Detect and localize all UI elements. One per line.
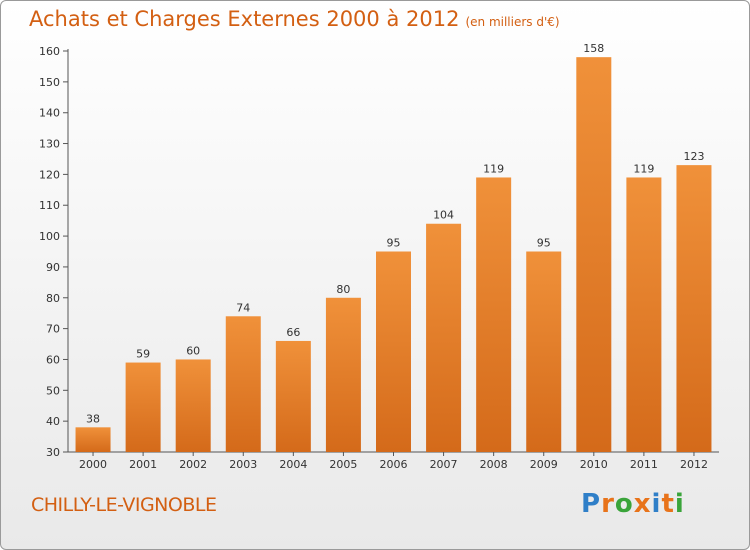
bar-value-label: 59 [136,348,150,361]
y-tick-label: 130 [39,138,60,151]
bar-value-label: 80 [336,283,350,296]
bar [125,362,161,452]
bar-value-label: 123 [683,150,704,163]
x-tick-label: 2001 [129,458,157,471]
x-tick-label: 2004 [279,458,307,471]
bar-value-label: 74 [236,301,250,314]
x-tick-label: 2011 [630,458,658,471]
x-tick-label: 2008 [480,458,508,471]
bar-value-label: 158 [583,42,604,55]
y-tick-label: 80 [46,292,60,305]
bar [175,359,211,452]
bar-value-label: 66 [286,326,300,339]
y-tick-label: 140 [39,107,60,120]
x-tick-label: 2010 [580,458,608,471]
logo-letter: i [651,489,662,519]
y-tick-label: 70 [46,323,60,336]
bar-value-label: 104 [433,209,454,222]
y-tick-label: 120 [39,168,60,181]
bar-value-label: 95 [537,237,551,250]
x-tick-label: 2009 [530,458,558,471]
proxiti-logo: Proxiti [581,489,685,519]
bar [526,251,562,452]
place-name: CHILLY-LE-VIGNOBLE [31,494,217,516]
x-tick-label: 2003 [229,458,257,471]
y-tick-label: 100 [39,230,60,243]
x-tick-label: 2000 [79,458,107,471]
bar-value-label: 119 [483,162,504,175]
bar-value-label: 38 [86,412,100,425]
logo-letter: o [614,489,634,519]
bar [476,177,512,452]
chart-subtitle: (en milliers d'€) [465,15,560,29]
bar-value-label: 95 [387,237,401,250]
logo-letter: r [601,489,615,519]
bar [576,57,612,453]
y-tick-label: 60 [46,353,60,366]
x-tick-label: 2005 [329,458,357,471]
y-tick-label: 50 [46,384,60,397]
x-tick-label: 2012 [680,458,708,471]
bar-value-label: 119 [633,162,654,175]
bar [75,427,111,452]
logo-letter: i [674,489,685,519]
y-tick-label: 160 [39,45,60,58]
bar [676,165,712,452]
x-tick-label: 2002 [179,458,207,471]
y-tick-label: 110 [39,199,60,212]
x-tick-label: 2007 [430,458,458,471]
bar [626,177,662,452]
y-tick-label: 150 [39,76,60,89]
y-tick-label: 30 [46,446,60,459]
x-tick-label: 2006 [380,458,408,471]
logo-letter: x [633,489,652,519]
y-tick-label: 40 [46,415,60,428]
y-tick-label: 90 [46,261,60,274]
logo-letter: P [581,489,602,519]
bar [325,297,361,452]
bar [225,316,261,452]
logo-letter: t [661,489,675,519]
bar-value-label: 60 [186,344,200,357]
bar [275,340,311,452]
bar [426,223,462,452]
chart-title: Achats et Charges Externes 2000 à 2012 (e… [29,7,560,31]
chart-title-text: Achats et Charges Externes 2000 à 2012 [29,7,460,31]
bar [376,251,411,452]
